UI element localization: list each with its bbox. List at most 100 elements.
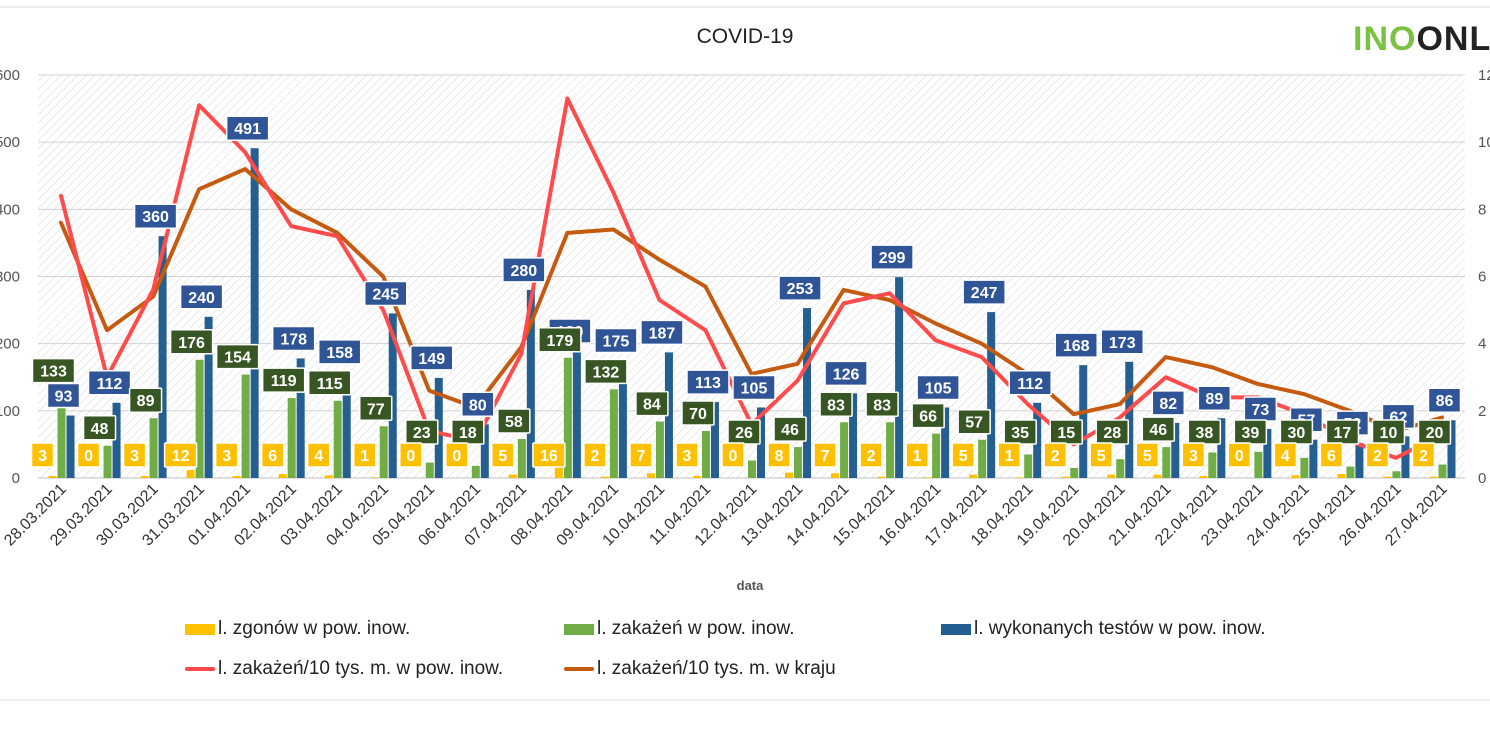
test-value-label-box <box>594 327 638 354</box>
infection-value-label: 30 <box>1287 425 1305 442</box>
infection-value-label: 46 <box>781 422 799 439</box>
y2-tick-label: 4 <box>1478 336 1486 353</box>
infection-value-label-box <box>911 402 945 429</box>
infection-value-label-box <box>215 343 260 370</box>
death-value-label: 4 <box>314 448 323 465</box>
death-value-label: 5 <box>1097 448 1106 465</box>
chart-title: COVID-19 <box>697 25 794 48</box>
infection-value-label: 77 <box>367 401 385 418</box>
test-value-label: 173 <box>1109 335 1136 352</box>
bar-tests <box>388 313 397 478</box>
infection-value-label-box <box>681 400 715 426</box>
logo-text-part-b: ONLI <box>1416 20 1490 58</box>
bars <box>48 148 1456 478</box>
death-value-label-box <box>122 442 147 468</box>
bar-tests <box>434 377 443 478</box>
death-value-label: 6 <box>1327 448 1336 465</box>
death-value-label: 3 <box>38 448 47 465</box>
infection-value-label-box <box>358 395 393 422</box>
bar-tests <box>1125 361 1134 478</box>
death-value-label-box <box>76 442 101 468</box>
death-value-label-box <box>163 442 198 468</box>
line-rate-country <box>59 167 1444 433</box>
test-value-label-box <box>640 319 684 346</box>
bar-deaths <box>692 475 701 478</box>
bar-tests <box>1263 428 1272 478</box>
bar-infections <box>1208 452 1217 478</box>
death-value-label-box <box>30 442 55 468</box>
test-value-label-box <box>363 280 408 307</box>
death-value-label-box <box>813 442 837 468</box>
test-value-label: 93 <box>55 389 73 406</box>
test-value-label-box <box>916 374 960 401</box>
bar-tests <box>66 415 75 478</box>
infection-value-label: 133 <box>40 364 67 381</box>
bar-infections <box>1300 457 1309 478</box>
infection-value-label-box <box>169 329 214 355</box>
bar-infections <box>1116 459 1125 478</box>
infection-value-label-box <box>128 387 163 413</box>
test-value-label: 247 <box>971 285 998 302</box>
test-value-label: 168 <box>1063 338 1090 355</box>
death-value-label-box <box>1227 442 1252 468</box>
death-value-label: 3 <box>222 448 231 465</box>
death-value-label-box <box>1365 442 1390 468</box>
bar-infections <box>103 445 112 478</box>
legend-label-rate-local: l. zakażeń/10 tys. m. w pow. inow. <box>218 658 504 679</box>
bar-tests <box>618 360 627 478</box>
infection-value-label: 58 <box>505 414 523 431</box>
bar-deaths <box>923 477 932 478</box>
death-value-label-box <box>260 442 285 468</box>
death-value-label: 12 <box>172 448 190 465</box>
test-value-label: 158 <box>326 345 353 362</box>
bar-infections <box>471 465 480 478</box>
death-value-label-box <box>951 442 975 468</box>
death-value-label-box <box>721 442 745 468</box>
legend-label-deaths: l. zgonów w pow. inow. <box>218 618 411 639</box>
bar-tests <box>1355 443 1364 478</box>
death-value-label: 5 <box>1143 448 1152 465</box>
bar-tests <box>250 148 259 478</box>
bar-deaths <box>508 474 517 478</box>
bar-infections <box>655 421 664 478</box>
death-value-label: 6 <box>268 448 277 465</box>
bar-deaths <box>1015 477 1024 478</box>
death-value-label-box <box>532 442 566 468</box>
infection-value-label: 115 <box>317 376 343 393</box>
bar-infections <box>333 400 342 478</box>
infection-value-label-box <box>538 327 582 353</box>
legend-label-tests: l. wykonanych testów w pow. inow. <box>974 618 1266 639</box>
infection-value-label-box <box>497 408 531 434</box>
y-tick-label: 200 <box>0 336 20 353</box>
test-value-label: 89 <box>1205 391 1223 408</box>
death-value-label: 3 <box>1189 448 1198 465</box>
bar-tests <box>480 424 489 478</box>
bar-deaths <box>324 475 333 478</box>
bar-infections <box>1438 464 1447 478</box>
death-value-label: 16 <box>540 448 558 465</box>
infection-value-label: 26 <box>735 425 753 442</box>
logo-text-part-a: INO <box>1353 20 1417 58</box>
y2-tick-label: 10 <box>1478 134 1490 151</box>
infection-value-label: 48 <box>91 421 109 438</box>
inoonli-logo: INOONLI <box>1353 20 1490 59</box>
death-value-label-box <box>859 442 883 468</box>
legend-swatch-rate-country <box>564 667 594 671</box>
bar-deaths <box>646 473 655 478</box>
bar-deaths <box>877 476 886 478</box>
bar-infections <box>1392 471 1401 478</box>
death-value-label: 7 <box>636 448 645 465</box>
infection-value-label-box <box>584 358 628 385</box>
bar-infections <box>1254 451 1263 478</box>
legend-swatch-rate-local <box>185 667 215 671</box>
infection-value-label: 70 <box>689 406 707 423</box>
bar-tests <box>987 312 996 478</box>
infection-value-label-box <box>773 416 807 442</box>
test-value-label: 240 <box>188 290 215 307</box>
death-value-label-box <box>1043 442 1067 468</box>
test-value-label-box <box>87 370 132 396</box>
bar-infections <box>748 460 756 478</box>
y-tick-label: 100 <box>0 403 20 420</box>
death-value-label: 3 <box>683 448 692 465</box>
